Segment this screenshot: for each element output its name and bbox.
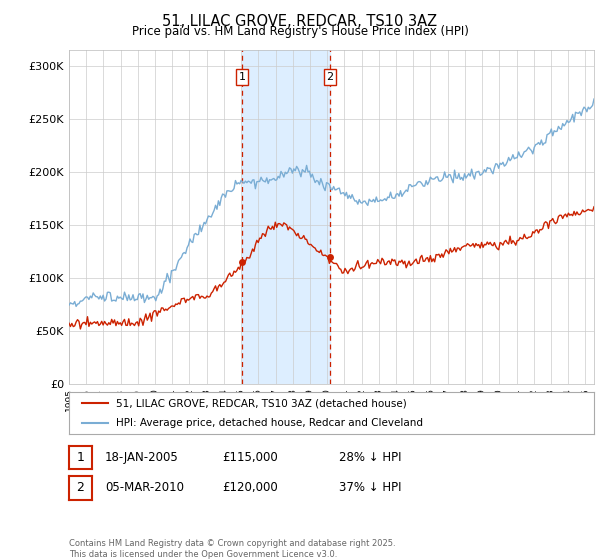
Text: £115,000: £115,000	[222, 451, 278, 464]
Text: 05-MAR-2010: 05-MAR-2010	[105, 481, 184, 494]
Text: 28% ↓ HPI: 28% ↓ HPI	[339, 451, 401, 464]
Text: Price paid vs. HM Land Registry's House Price Index (HPI): Price paid vs. HM Land Registry's House …	[131, 25, 469, 38]
Text: 51, LILAC GROVE, REDCAR, TS10 3AZ (detached house): 51, LILAC GROVE, REDCAR, TS10 3AZ (detac…	[116, 398, 407, 408]
Text: HPI: Average price, detached house, Redcar and Cleveland: HPI: Average price, detached house, Redc…	[116, 418, 423, 428]
Text: 1: 1	[76, 451, 85, 464]
Text: 18-JAN-2005: 18-JAN-2005	[105, 451, 179, 464]
Text: 51, LILAC GROVE, REDCAR, TS10 3AZ: 51, LILAC GROVE, REDCAR, TS10 3AZ	[163, 14, 437, 29]
Text: 1: 1	[238, 72, 245, 82]
Text: 37% ↓ HPI: 37% ↓ HPI	[339, 481, 401, 494]
Bar	[242, 50, 330, 384]
Text: 2: 2	[326, 72, 334, 82]
Text: 2: 2	[76, 481, 85, 494]
Text: £120,000: £120,000	[222, 481, 278, 494]
Text: Contains HM Land Registry data © Crown copyright and database right 2025.
This d: Contains HM Land Registry data © Crown c…	[69, 539, 395, 559]
